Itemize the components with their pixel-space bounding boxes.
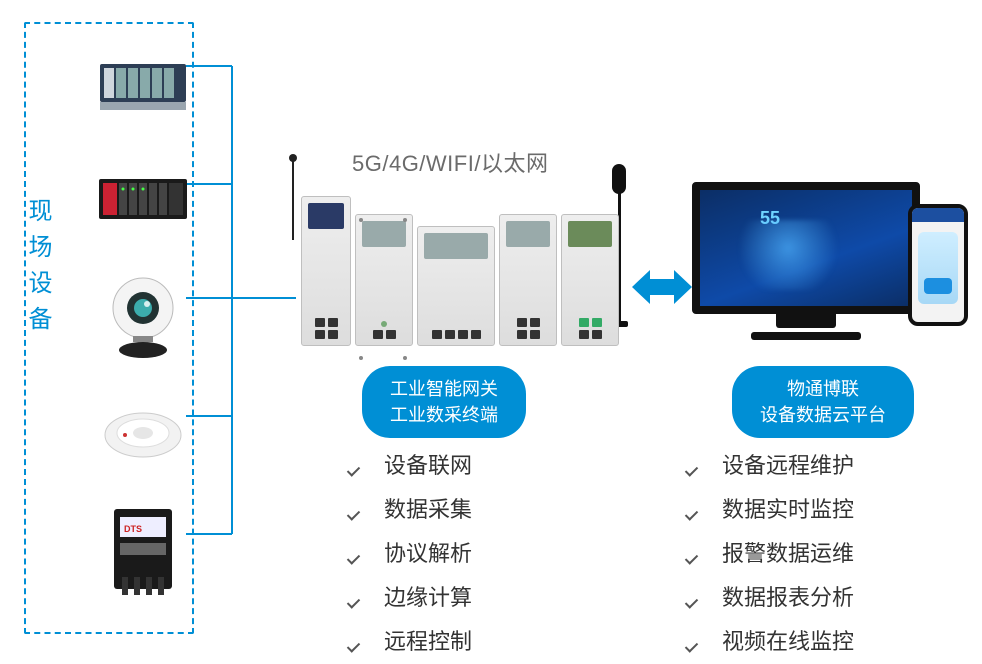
smoke-sensor-icon [101, 407, 185, 463]
feature-item: 数据报表分析 [686, 576, 854, 620]
gateway-title-pill: 工业智能网关 工业数采终端 [362, 366, 526, 438]
field-devices-panel: 现场设备 [24, 22, 194, 634]
feature-item: 远程控制 [348, 620, 472, 664]
check-icon [348, 545, 366, 563]
io-module-icon [99, 169, 187, 229]
check-icon [686, 501, 704, 519]
device-camera [98, 274, 188, 360]
check-icon [348, 633, 366, 651]
cloud-feature-list: 设备远程维护 数据实时监控 报警数据运维 数据报表分析 视频在线监控 [686, 444, 854, 664]
bidirectional-arrow-icon [632, 266, 692, 308]
check-icon [686, 457, 704, 475]
feature-item: 边缘计算 [348, 576, 472, 620]
svg-text:DTS: DTS [124, 524, 142, 534]
monitor-metric: 55 [760, 208, 780, 229]
monitor-screen: 55 [692, 182, 920, 314]
gateway-devices [290, 186, 630, 346]
plc-rack-icon [98, 46, 188, 116]
check-icon [686, 545, 704, 563]
power-meter-icon: DTS [108, 507, 178, 599]
device-smoke-sensor [98, 392, 188, 478]
feature-item: 数据实时监控 [686, 488, 854, 532]
field-devices-label: 现场设备 [24, 198, 54, 342]
network-type-label: 5G/4G/WIFI/以太网 [352, 146, 548, 178]
field-devices-list: DTS [88, 38, 198, 596]
check-icon [348, 501, 366, 519]
gateway-unit-2 [355, 214, 413, 346]
gateway-unit-4 [499, 214, 557, 346]
gateway-unit-3 [417, 226, 495, 346]
gateway-feature-list: 设备联网 数据采集 协议解析 边缘计算 远程控制 [348, 444, 472, 664]
cloud-phone [908, 204, 968, 326]
feature-item: 设备联网 [348, 444, 472, 488]
check-icon [686, 589, 704, 607]
feature-item: 报警数据运维 [686, 532, 854, 576]
gateway-unit-5 [561, 214, 619, 346]
cloud-title-pill: 物通博联 设备数据云平台 [732, 366, 914, 438]
cloud-monitor: 55 [692, 182, 920, 342]
feature-item: 协议解析 [348, 532, 472, 576]
feature-item: 视频在线监控 [686, 620, 854, 664]
check-icon [348, 589, 366, 607]
cloud-title-line2: 设备数据云平台 [760, 405, 886, 425]
gateway-title-line2: 工业数采终端 [390, 405, 498, 425]
feature-item: 设备远程维护 [686, 444, 854, 488]
cloud-title-line1: 物通博联 [787, 379, 859, 399]
feature-item: 数据采集 [348, 488, 472, 532]
check-icon [348, 457, 366, 475]
device-plc-rack [98, 38, 188, 124]
camera-icon [103, 274, 183, 360]
device-io-module [98, 156, 188, 242]
device-power-meter: DTS [98, 510, 188, 596]
gateway-unit-1 [301, 196, 351, 346]
check-icon [686, 633, 704, 651]
gateway-title-line1: 工业智能网关 [390, 379, 498, 399]
